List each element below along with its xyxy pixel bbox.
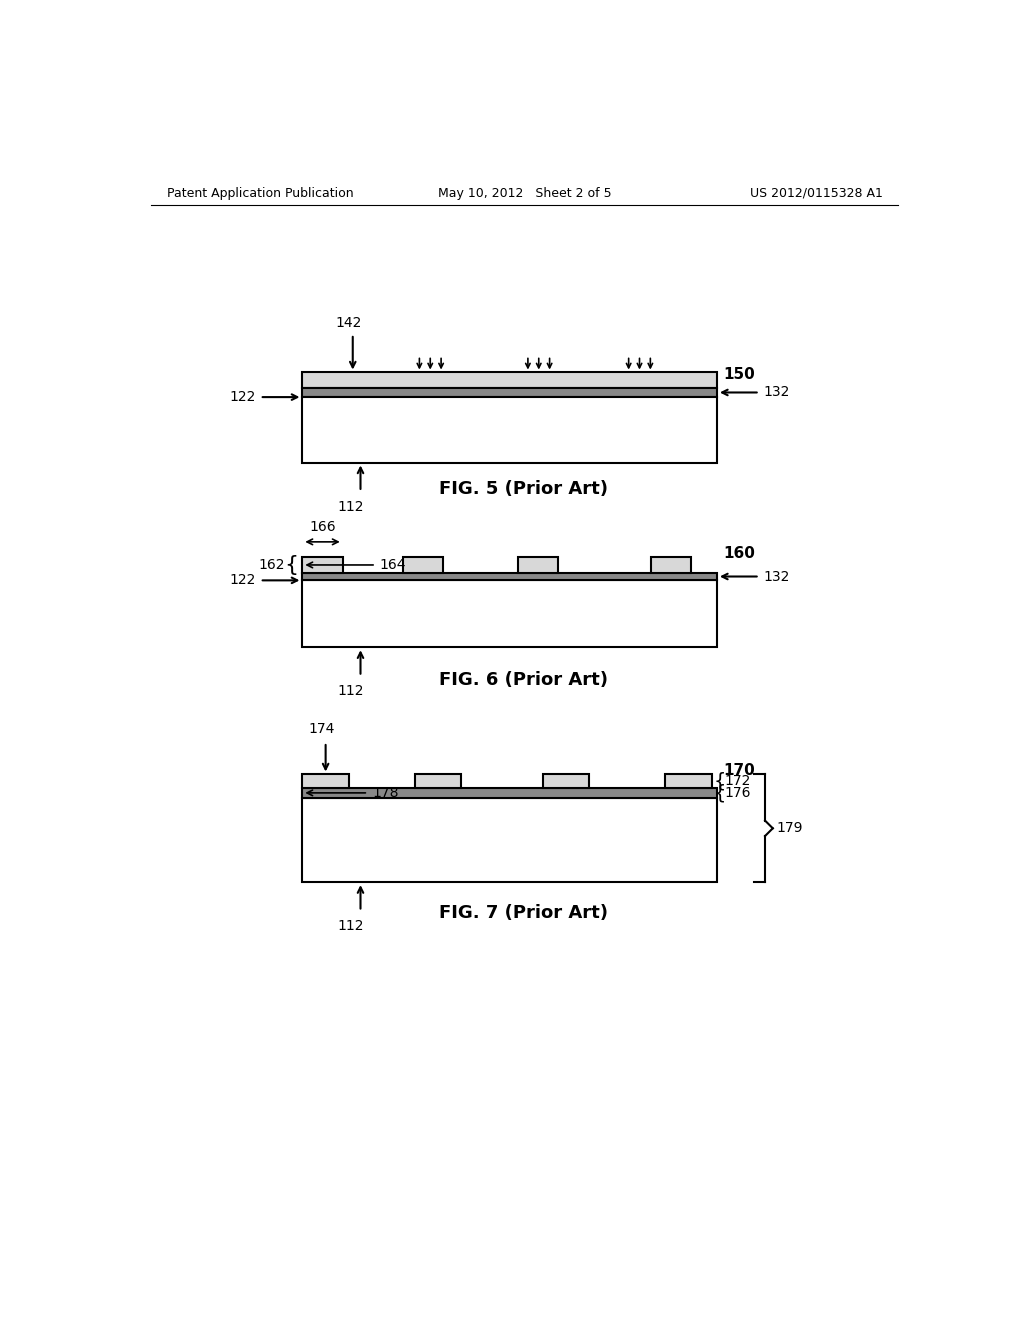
Text: {: { — [713, 783, 725, 803]
Text: 160: 160 — [723, 546, 755, 561]
Text: Patent Application Publication: Patent Application Publication — [167, 186, 353, 199]
Text: {: { — [713, 772, 725, 791]
Bar — [302, 573, 717, 581]
Text: 112: 112 — [337, 499, 364, 513]
Bar — [302, 388, 717, 397]
Text: FIG. 7 (Prior Art): FIG. 7 (Prior Art) — [438, 904, 608, 921]
Text: 176: 176 — [725, 785, 752, 800]
Bar — [665, 775, 712, 788]
Bar — [302, 581, 717, 647]
Text: 122: 122 — [229, 573, 256, 587]
Bar — [415, 775, 461, 788]
Bar — [302, 372, 717, 388]
Text: 178: 178 — [372, 785, 398, 800]
Bar — [302, 788, 717, 797]
Text: 166: 166 — [309, 520, 336, 535]
Text: 164: 164 — [380, 558, 407, 572]
Bar — [403, 557, 443, 573]
Text: 179: 179 — [776, 821, 803, 836]
Bar — [302, 775, 349, 788]
Text: 170: 170 — [723, 763, 755, 777]
Text: May 10, 2012   Sheet 2 of 5: May 10, 2012 Sheet 2 of 5 — [438, 186, 611, 199]
Bar — [302, 797, 717, 882]
Bar — [518, 557, 558, 573]
Text: 112: 112 — [337, 919, 364, 933]
Text: FIG. 5 (Prior Art): FIG. 5 (Prior Art) — [438, 480, 608, 499]
Text: FIG. 6 (Prior Art): FIG. 6 (Prior Art) — [438, 672, 608, 689]
Bar — [302, 397, 717, 462]
Text: 132: 132 — [764, 385, 790, 400]
Text: 150: 150 — [723, 367, 755, 383]
Text: US 2012/0115328 A1: US 2012/0115328 A1 — [750, 186, 883, 199]
Text: 162: 162 — [259, 558, 286, 572]
Bar — [651, 557, 691, 573]
Text: 112: 112 — [337, 684, 364, 698]
Bar — [302, 557, 343, 573]
Text: 122: 122 — [229, 391, 256, 404]
Text: 174: 174 — [308, 722, 335, 737]
Text: 142: 142 — [336, 315, 362, 330]
Text: 132: 132 — [764, 569, 790, 583]
Bar — [543, 775, 589, 788]
Text: {: { — [285, 554, 299, 576]
Text: 172: 172 — [725, 775, 752, 788]
